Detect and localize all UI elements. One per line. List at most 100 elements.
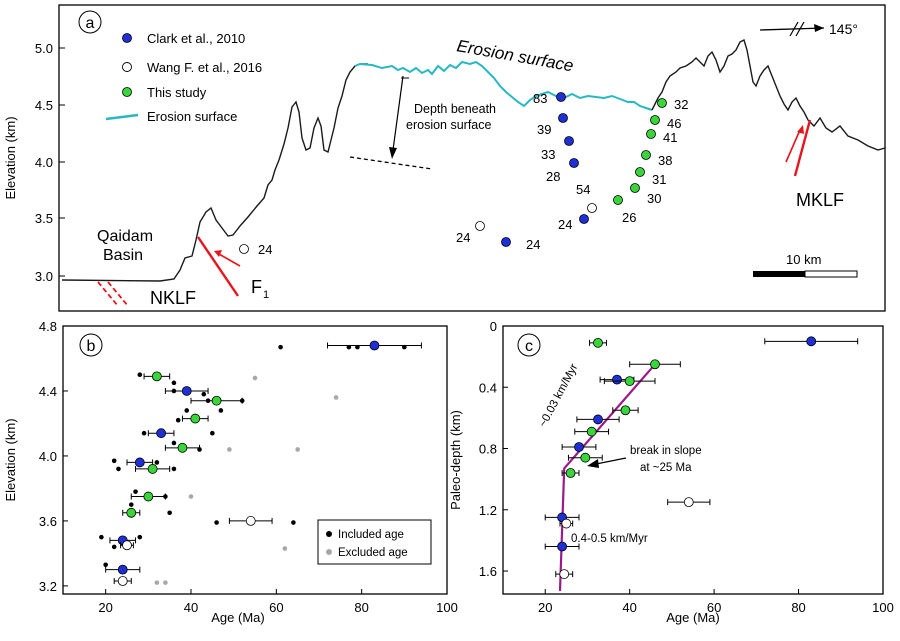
panel-b-points xyxy=(99,340,422,586)
panel-a-ylabel: Elevation (km) xyxy=(3,116,18,199)
orientation-tick-1 xyxy=(789,21,799,37)
break-annotation-line2: at ~25 Ma xyxy=(640,462,692,474)
legend-label-wang: Wang F. et al., 2016 xyxy=(147,60,262,75)
panel-b-xtick-label: 20 xyxy=(98,600,112,615)
panel-a-frame xyxy=(58,4,886,312)
erosion-surface-title: Erosion surface xyxy=(455,36,575,75)
legend-label-study: This study xyxy=(147,85,207,100)
study-sample xyxy=(650,115,660,125)
clark-sample xyxy=(564,136,574,146)
f1-motion-arrow xyxy=(218,253,241,267)
qaidam-basin-label-1: Qaidam xyxy=(97,228,153,245)
clark-sample-age: 39 xyxy=(537,122,551,137)
fault-symbols xyxy=(97,119,812,307)
panel-b-legend-box xyxy=(317,519,432,565)
study-point xyxy=(143,491,154,502)
excluded-age-point xyxy=(227,447,232,452)
clark-point xyxy=(557,541,568,552)
qaidam-basin-label-2: Basin xyxy=(103,247,143,264)
legend-marker-wang xyxy=(122,62,132,72)
panel-b-legend: Included age Excluded age xyxy=(317,519,432,565)
break-annotation-line1: break in slope xyxy=(630,445,702,457)
included-age-point xyxy=(355,344,360,350)
legend-label-clark: Clark et al., 2010 xyxy=(147,31,245,46)
excluded-age-point xyxy=(295,447,300,452)
panel-b-ytick-label: 4.4 xyxy=(39,384,57,399)
panel-a-ytick-label: 5.0 xyxy=(35,41,53,56)
wang-sample-age: 24 xyxy=(456,230,470,245)
included-age-point xyxy=(184,408,190,413)
legend-label-included: Included age xyxy=(338,529,404,541)
mklf-motion-arrow xyxy=(785,129,801,163)
included-age-point xyxy=(171,388,177,394)
panel-c-ytick-label: 1.6 xyxy=(479,564,497,579)
mklf-label: MKLF xyxy=(796,190,844,210)
wang-sample-age: 54 xyxy=(576,182,590,197)
break-arrow-head xyxy=(587,459,599,468)
included-age-point xyxy=(137,534,143,540)
depth-arrow-head xyxy=(389,147,397,159)
clark-sample-age: 33 xyxy=(541,147,555,162)
panel-b-xtick-label: 80 xyxy=(354,600,368,615)
study-sample xyxy=(635,167,645,177)
scale-bar-filled xyxy=(753,271,805,277)
panel-b-ytick-label: 4.8 xyxy=(39,319,57,334)
panel-b-ytick-label: 3.6 xyxy=(39,514,57,529)
included-age-point xyxy=(137,372,143,378)
included-age-point xyxy=(346,344,352,350)
orientation-indicator: 145° xyxy=(759,21,858,37)
mklf-arrow-head xyxy=(797,125,804,134)
f1-label: F xyxy=(251,277,262,297)
panel-c-xtick-label: 80 xyxy=(791,600,805,615)
clark-point xyxy=(593,414,603,425)
included-age-point xyxy=(214,520,219,525)
panel-a-y-axis: 3.0 3.5 4.0 4.5 5.0 xyxy=(35,41,65,284)
wang-point xyxy=(559,569,570,579)
orientation-arrow-head xyxy=(814,24,824,32)
included-age-point xyxy=(111,458,117,464)
clark-point xyxy=(134,457,145,468)
included-age-point xyxy=(154,460,160,465)
panel-b-xtick-label: 40 xyxy=(184,600,198,615)
study-sample xyxy=(630,183,640,193)
panel-b-label: b xyxy=(87,338,96,355)
study-sample-age: 32 xyxy=(674,97,688,112)
panel-c: 20 40 60 80 100 0 0.4 0.8 1.2 1.6 Age (Ma) Paleo-… xyxy=(448,319,894,625)
legend-marker-excluded xyxy=(326,549,332,555)
panel-c-ylabel: Paleo-depth (km) xyxy=(448,410,463,510)
clark-sample-age: 83 xyxy=(533,91,547,106)
panel-b-xtick-label: 100 xyxy=(436,600,458,615)
study-point xyxy=(586,426,597,437)
study-sample-age: 26 xyxy=(622,210,636,225)
panel-b-frame xyxy=(62,325,448,595)
topographic-profile xyxy=(61,63,368,282)
panel-c-label: c xyxy=(525,338,533,355)
included-age-point xyxy=(218,408,224,413)
included-age-point xyxy=(171,380,177,386)
clark-sample-age: 24 xyxy=(526,237,540,252)
erosion-surface-line xyxy=(354,60,653,111)
wang-sample xyxy=(239,244,249,254)
clark-sample-age: 28 xyxy=(546,169,560,184)
topographic-profile-east xyxy=(651,39,886,151)
clark-point xyxy=(806,336,817,347)
study-sample xyxy=(646,129,656,139)
excluded-age-point xyxy=(282,546,288,551)
study-point xyxy=(151,371,162,382)
included-age-point xyxy=(201,391,207,397)
clark-sample xyxy=(579,214,589,224)
wang-point xyxy=(561,518,572,529)
panel-a-label-circle xyxy=(78,10,102,34)
excluded-age-point xyxy=(188,494,194,499)
orientation-label: 145° xyxy=(829,21,858,37)
clark-sample xyxy=(569,158,579,168)
panel-c-xtick-label: 40 xyxy=(622,600,636,615)
depth-label-line1: Depth beneath xyxy=(414,102,496,116)
wang-sample xyxy=(475,221,485,231)
panel-a-ytick-label: 3.5 xyxy=(35,211,53,226)
included-age-point xyxy=(133,489,138,494)
legend-label-erosion: Erosion surface xyxy=(147,109,237,124)
panel-a-ytick-label: 4.0 xyxy=(35,155,53,170)
clark-sample xyxy=(501,237,511,247)
